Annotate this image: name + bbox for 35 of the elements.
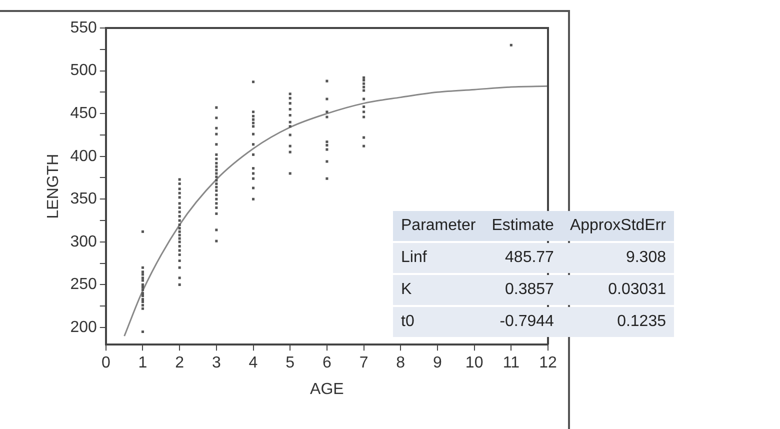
annotation: Estimate — [484, 211, 562, 241]
x-tick-label: 11 — [502, 354, 520, 372]
annotation: Parameter — [393, 211, 484, 241]
y-tick-label: 400 — [70, 148, 97, 165]
x-tick-label: 9 — [433, 354, 442, 372]
y-tick-label: 500 — [70, 62, 97, 80]
y-tick-label: 550 — [70, 19, 97, 36]
x-tick-label: 6 — [322, 354, 332, 372]
x-axis-title: AGE — [310, 380, 344, 398]
annotation: 0.3857 — [484, 275, 562, 305]
annotation: Linf — [393, 243, 484, 273]
text: 0.1235 — [617, 313, 666, 330]
annotation: t0 — [393, 307, 484, 337]
x-tick-label: 8 — [396, 354, 406, 372]
annotation: K — [393, 275, 484, 305]
y-tick-label: 300 — [70, 233, 97, 250]
text: 0.03031 — [608, 281, 666, 298]
x-tick-label: 0 — [101, 354, 110, 372]
y-tick-label: 250 — [70, 276, 97, 294]
y-tick-label: 350 — [70, 190, 97, 208]
x-tick-label: 7 — [359, 354, 368, 372]
y-axis-title: LENGTH — [45, 154, 62, 219]
x-tick-label: 3 — [212, 354, 221, 372]
y-tick-label: 450 — [70, 104, 97, 122]
annotation: -0.7944 — [484, 307, 562, 337]
x-tick-label: 5 — [286, 354, 295, 372]
x-tick-label: 12 — [539, 354, 557, 372]
y-tick-label: 200 — [70, 318, 97, 336]
x-tick-label: 2 — [175, 354, 184, 372]
x-tick-label: 10 — [465, 354, 484, 372]
text: 9.308 — [626, 249, 666, 266]
text: ApproxStdErr — [570, 217, 666, 234]
x-tick-label: 4 — [248, 354, 258, 372]
annotation: 485.77 — [484, 243, 562, 273]
x-tick-label: 1 — [138, 354, 148, 372]
